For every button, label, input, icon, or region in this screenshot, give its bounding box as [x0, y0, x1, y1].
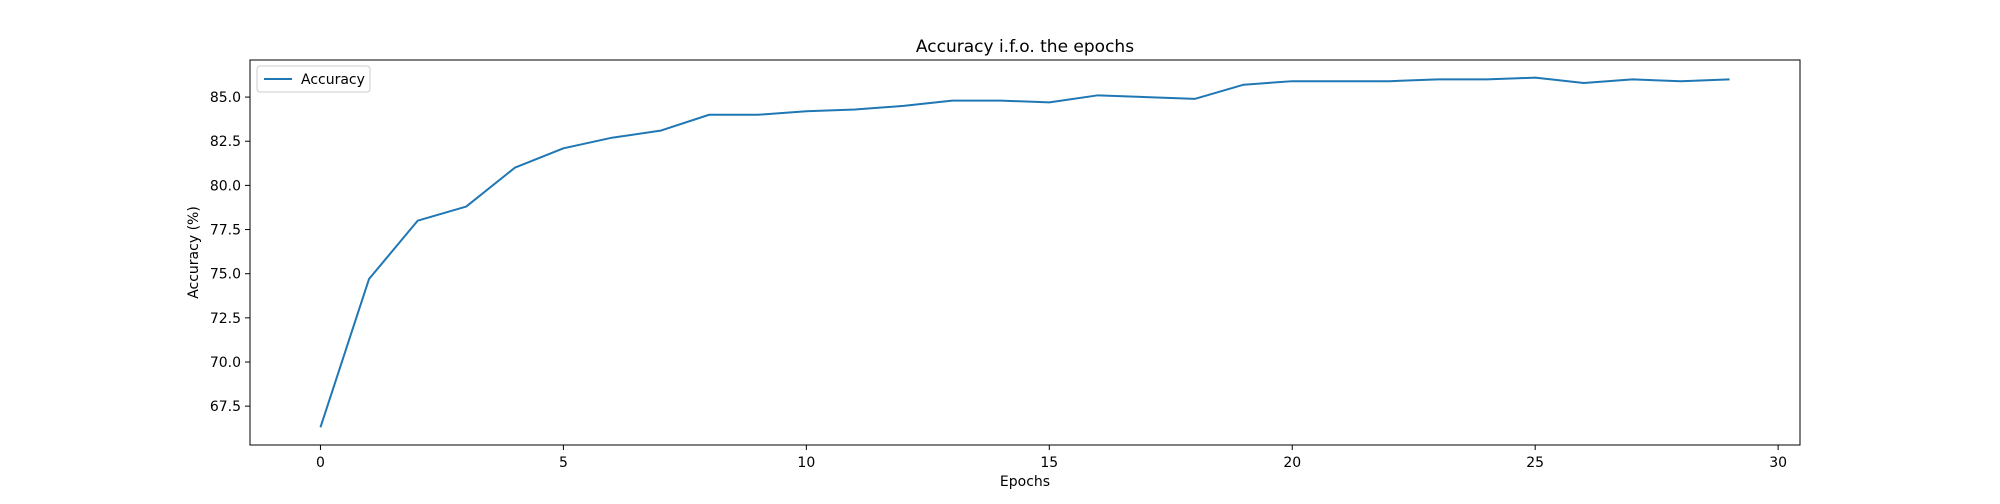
plot-frame: [249, 59, 1801, 446]
series-line-accuracy: [319, 76, 1730, 428]
y-tick-label: 72.5: [210, 311, 241, 327]
x-tick-label: 10: [797, 455, 815, 471]
x-axis-ticks: 0 5 10 15 20 25 30: [316, 445, 1787, 471]
legend-label: Accuracy: [301, 72, 365, 88]
y-tick-label: 75.0: [210, 267, 241, 283]
y-tick-label: 80.0: [210, 178, 241, 194]
x-axis-label: Epochs: [1000, 474, 1050, 490]
y-tick-label: 82.5: [210, 134, 241, 150]
plot-series: [319, 76, 1730, 428]
x-tick-label: 30: [1769, 455, 1787, 471]
y-tick-label: 70.0: [210, 355, 241, 371]
x-tick-label: 5: [559, 455, 568, 471]
y-tick-label: 85.0: [210, 90, 241, 106]
y-tick-label: 77.5: [210, 223, 241, 239]
y-axis-label: Accuracy (%): [186, 206, 202, 299]
legend-box: [256, 65, 371, 93]
chart-title: Accuracy i.f.o. the epochs: [916, 37, 1134, 57]
x-tick-label: 25: [1526, 455, 1544, 471]
x-tick-label: 15: [1040, 455, 1058, 471]
x-tick-label: 20: [1283, 455, 1301, 471]
x-tick-label: 0: [316, 455, 325, 471]
y-tick-label: 67.5: [210, 399, 241, 415]
y-axis-ticks: 67.5 70.0 72.5 75.0 77.5 80.0 82.5 85.0: [210, 90, 250, 415]
legend: Accuracy: [256, 65, 371, 93]
